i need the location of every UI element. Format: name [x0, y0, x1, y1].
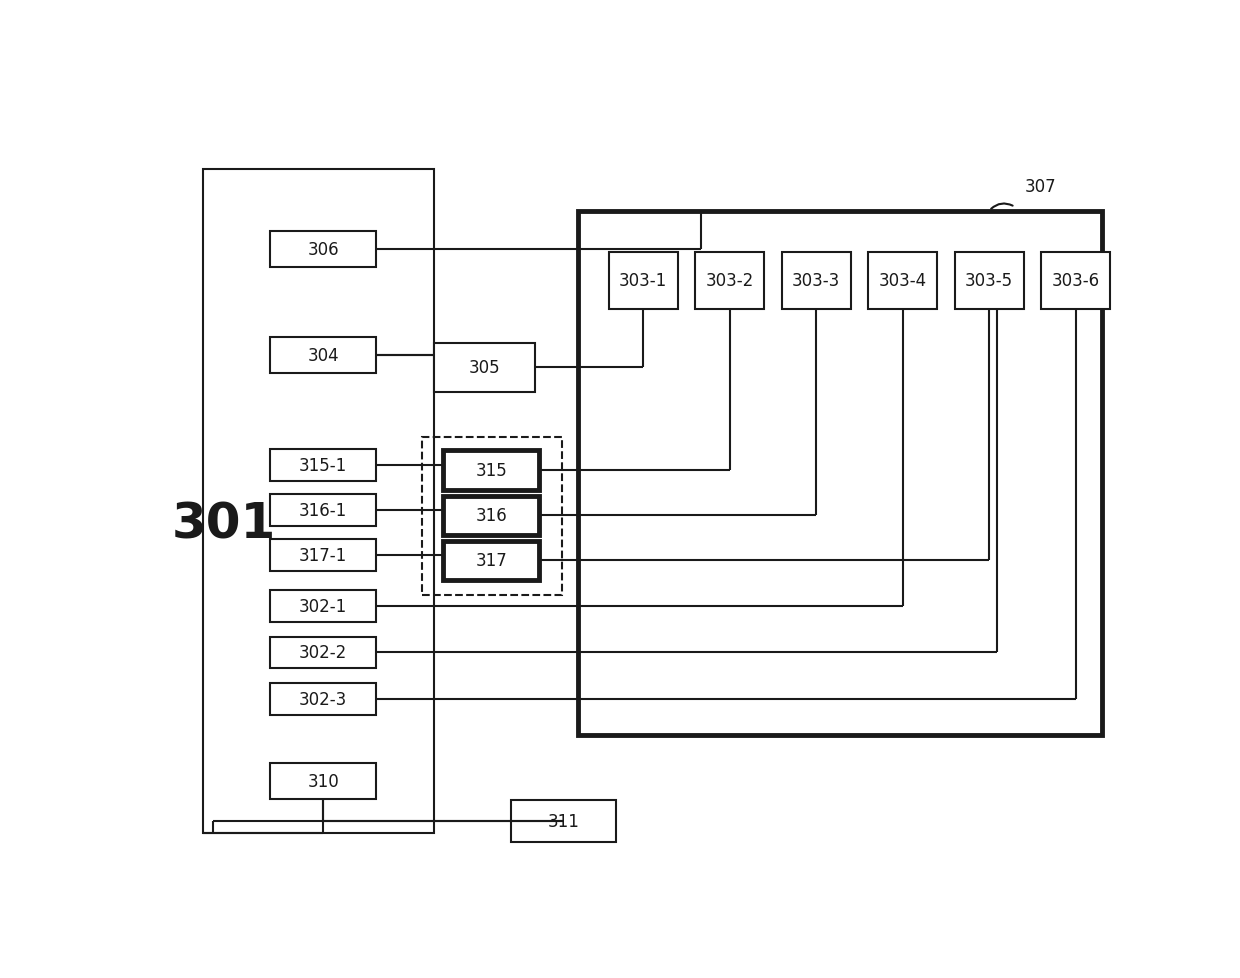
Bar [270, 450, 376, 481]
Bar [270, 337, 376, 374]
Bar [270, 495, 376, 526]
Bar [444, 542, 539, 581]
Text: 303-2: 303-2 [706, 272, 754, 290]
Bar [511, 800, 616, 842]
Bar [270, 763, 376, 799]
Text: 303-1: 303-1 [619, 272, 667, 290]
Bar [781, 253, 851, 309]
Bar [444, 496, 539, 535]
Text: 302-2: 302-2 [299, 644, 347, 662]
Bar [270, 637, 376, 669]
Bar [270, 232, 376, 268]
Bar [270, 684, 376, 715]
Bar [444, 451, 539, 490]
Text: 305: 305 [469, 359, 500, 377]
Text: 311: 311 [548, 812, 579, 830]
Text: 317: 317 [475, 552, 507, 570]
Text: 303-3: 303-3 [792, 272, 841, 290]
Text: 304: 304 [308, 346, 339, 365]
Text: 317-1: 317-1 [299, 547, 347, 564]
Bar [868, 253, 937, 309]
Bar [434, 343, 534, 392]
Bar [609, 253, 678, 309]
Text: 310: 310 [308, 772, 339, 790]
Text: 315-1: 315-1 [299, 457, 347, 474]
Bar [696, 253, 764, 309]
Text: 303-6: 303-6 [1052, 272, 1100, 290]
Text: 306: 306 [308, 241, 339, 259]
Text: 316-1: 316-1 [299, 502, 347, 519]
Text: 315: 315 [475, 462, 507, 479]
Bar [955, 253, 1024, 309]
Text: 302-1: 302-1 [299, 598, 347, 615]
Bar [1042, 253, 1110, 309]
Text: 307: 307 [1024, 178, 1056, 196]
Text: 302-3: 302-3 [299, 690, 347, 708]
Bar [578, 211, 1101, 734]
Bar [270, 591, 376, 622]
Text: 316: 316 [475, 507, 507, 525]
Bar [270, 540, 376, 571]
Text: 303-4: 303-4 [879, 272, 926, 290]
Text: 301: 301 [172, 500, 277, 548]
Text: 303-5: 303-5 [965, 272, 1013, 290]
Bar [203, 170, 434, 833]
Bar [422, 437, 562, 596]
